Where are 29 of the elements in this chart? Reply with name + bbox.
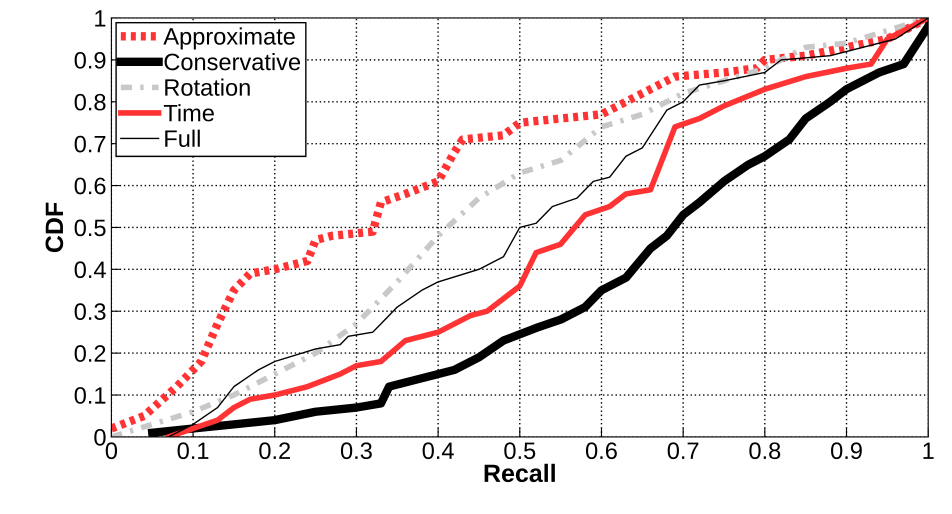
- legend-label: Conservative: [164, 52, 300, 70]
- x-tick-label: 0.2: [259, 442, 290, 460]
- y-tick-label: 0.4: [74, 261, 106, 278]
- x-tick-label: 0.1: [178, 442, 208, 460]
- x-tick-label: 0.3: [340, 442, 372, 460]
- y-tick-label: 1: [95, 10, 106, 27]
- legend-label: Time: [164, 104, 214, 122]
- legend-label: Rotation: [165, 78, 250, 96]
- y-tick-label: 0.6: [74, 178, 106, 194]
- y-tick-label: 0.5: [74, 220, 106, 236]
- y-tick-label: 0.3: [74, 303, 106, 320]
- x-tick-label: 1: [923, 442, 934, 459]
- y-tick-label: 0: [94, 428, 106, 446]
- legend-label: Full: [165, 130, 200, 147]
- x-tick-label: 0.8: [749, 442, 780, 460]
- y-tick-label: 0.1: [74, 387, 106, 404]
- legend-label: Approximate: [163, 27, 295, 50]
- x-tick-label: 0.6: [586, 442, 617, 460]
- y-tick-label: 0.2: [74, 345, 106, 362]
- x-tick-label: 0.9: [831, 442, 862, 460]
- y-tick-label: 0.8: [74, 94, 106, 111]
- x-tick-label: 0.7: [668, 442, 698, 460]
- x-tick-label: 0: [106, 442, 118, 460]
- y-tick-label: 0.9: [74, 52, 106, 69]
- x-tick-label: 0.5: [504, 442, 536, 460]
- y-tick-label: 0.7: [74, 136, 106, 152]
- x-tick-label: 0.4: [422, 442, 454, 460]
- x-axis-title: Recall: [484, 464, 555, 482]
- y-axis-title: CDF: [46, 202, 64, 252]
